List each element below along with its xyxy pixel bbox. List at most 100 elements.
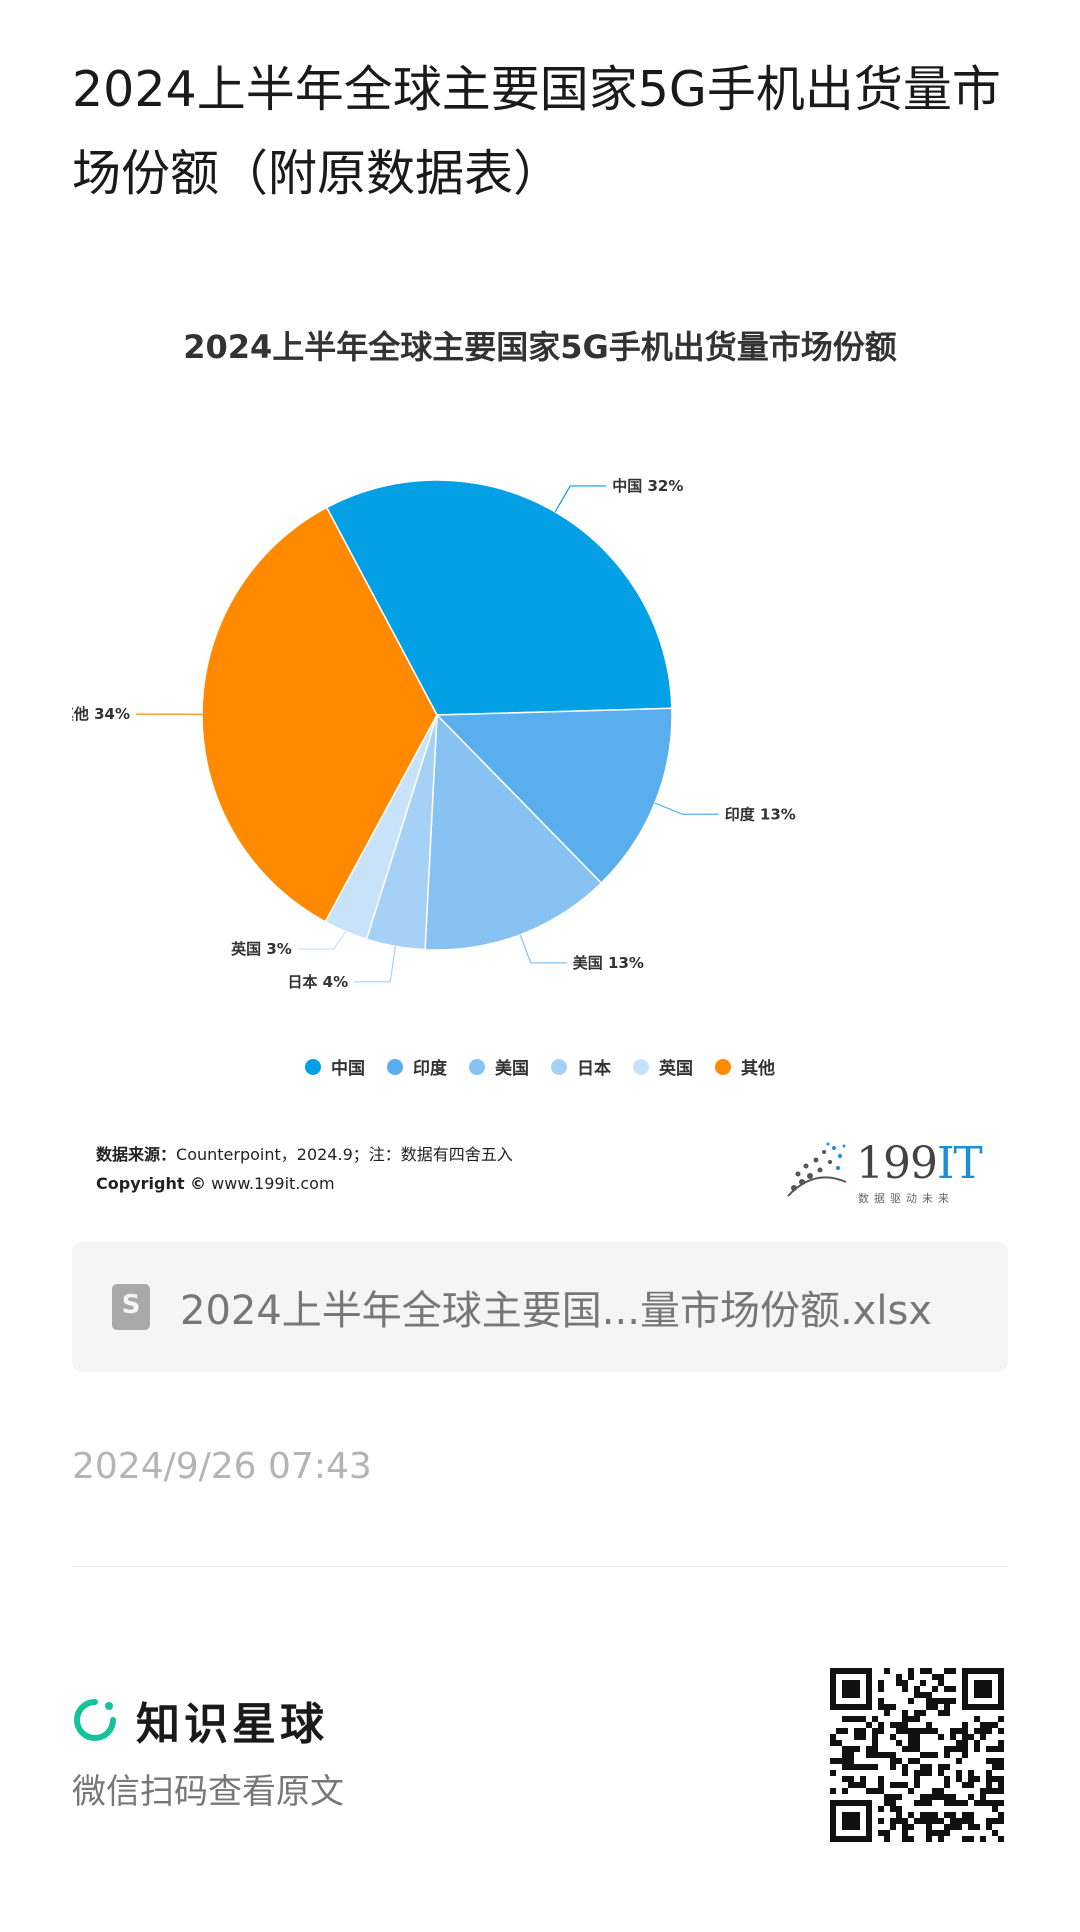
qr-module: [938, 1734, 944, 1740]
qr-module: [926, 1692, 932, 1698]
qr-module: [986, 1818, 992, 1824]
qr-module: [908, 1746, 914, 1752]
source-label: 数据来源：: [96, 1145, 177, 1164]
qr-module: [926, 1698, 932, 1704]
qr-module: [926, 1794, 932, 1800]
qr-module: [878, 1680, 884, 1686]
divider: [72, 1566, 1008, 1567]
chart-title: 2024上半年全球主要国家5G手机出货量市场份额: [183, 328, 897, 366]
legend-label: 其他: [741, 1059, 775, 1079]
qr-module: [956, 1776, 962, 1782]
qr-module: [950, 1746, 956, 1752]
qr-module: [914, 1818, 920, 1824]
qr-module: [968, 1734, 974, 1740]
qr-module: [884, 1710, 890, 1716]
qr-module: [902, 1818, 908, 1824]
qr-module: [848, 1764, 854, 1770]
qr-module: [842, 1764, 848, 1770]
qr-module: [926, 1818, 932, 1824]
qr-module: [908, 1698, 914, 1704]
qr-module: [932, 1788, 938, 1794]
pie-chart: 中国 32% 印度 13% 美国 13% 日本 4% 英国 3% 其他 34%: [72, 477, 796, 991]
qr-module: [926, 1722, 932, 1728]
qr-module: [866, 1752, 872, 1758]
legend-item-2[interactable]: 美国: [469, 1054, 529, 1079]
qr-module: [830, 1758, 836, 1764]
qr-module: [920, 1710, 926, 1716]
legend-item-5[interactable]: 其他: [715, 1054, 775, 1079]
qr-module: [962, 1800, 968, 1806]
legend-dot-icon: [551, 1058, 567, 1075]
legend-item-3[interactable]: 日本: [551, 1054, 611, 1079]
legend-dot-icon: [715, 1058, 731, 1075]
qr-module: [836, 1740, 842, 1746]
qr-module: [932, 1728, 938, 1734]
qr-module: [962, 1782, 968, 1788]
legend-item-4[interactable]: 英国: [633, 1054, 693, 1079]
qr-module: [920, 1818, 926, 1824]
qr-module: [938, 1794, 944, 1800]
qr-module: [944, 1794, 950, 1800]
legend-label: 美国: [495, 1059, 529, 1079]
qr-module: [980, 1734, 986, 1740]
qr-module: [932, 1818, 938, 1824]
qr-module: [932, 1674, 938, 1680]
qr-module: [896, 1740, 902, 1746]
qr-module: [872, 1746, 878, 1752]
qr-module: [962, 1734, 968, 1740]
qr-module: [914, 1758, 920, 1764]
qr-module: [890, 1704, 896, 1710]
qr-module: [914, 1782, 920, 1788]
qr-module: [938, 1764, 944, 1770]
legend-item-0[interactable]: 中国: [305, 1054, 365, 1079]
qr-module: [944, 1776, 950, 1782]
qr-module: [860, 1764, 866, 1770]
qr-module: [896, 1728, 902, 1734]
qr-module: [968, 1782, 974, 1788]
qr-module: [896, 1794, 902, 1800]
qr-module: [926, 1704, 932, 1710]
qr-module: [914, 1770, 920, 1776]
qr-module: [950, 1686, 956, 1692]
attachment-card[interactable]: 2024上半年全球主要国...量市场份额.xlsx: [72, 1242, 1008, 1372]
legend-item-1[interactable]: 印度: [387, 1054, 447, 1079]
qr-module: [878, 1698, 884, 1704]
qr-module: [968, 1794, 974, 1800]
qr-module: [908, 1824, 914, 1830]
qr-module: [944, 1668, 950, 1674]
qr-module: [920, 1794, 926, 1800]
brand: 知识星球: [72, 1688, 328, 1752]
qr-finder: [974, 1680, 992, 1698]
qr-code[interactable]: [830, 1668, 1004, 1842]
qr-module: [848, 1782, 854, 1788]
qr-module: [848, 1746, 854, 1752]
qr-module: [872, 1752, 878, 1758]
legend-label: 印度: [413, 1059, 447, 1079]
199it-logo: 199IT 数据驱动未来: [784, 1138, 984, 1208]
qr-module: [992, 1722, 998, 1728]
scan-hint: 微信扫码查看原文: [72, 1772, 344, 1812]
qr-module: [908, 1728, 914, 1734]
spreadsheet-file-icon: [112, 1284, 150, 1330]
qr-module: [950, 1800, 956, 1806]
qr-module: [854, 1746, 860, 1752]
qr-module: [842, 1758, 848, 1764]
data-label-4: 英国 3%: [231, 940, 292, 958]
qr-module: [950, 1734, 956, 1740]
qr-module: [908, 1836, 914, 1842]
qr-module: [986, 1824, 992, 1830]
qr-module: [896, 1818, 902, 1824]
qr-module: [878, 1704, 884, 1710]
legend-label: 日本: [577, 1059, 611, 1079]
qr-module: [884, 1830, 890, 1836]
qr-module: [920, 1764, 926, 1770]
qr-module: [992, 1800, 998, 1806]
qr-module: [902, 1764, 908, 1770]
source-text: Counterpoint，2024.9；注：数据有四舍五入: [176, 1145, 513, 1164]
qr-module: [938, 1710, 944, 1716]
qr-module: [950, 1794, 956, 1800]
qr-module: [956, 1758, 962, 1764]
qr-module: [884, 1836, 890, 1842]
qr-module: [854, 1716, 860, 1722]
qr-module: [998, 1758, 1004, 1764]
